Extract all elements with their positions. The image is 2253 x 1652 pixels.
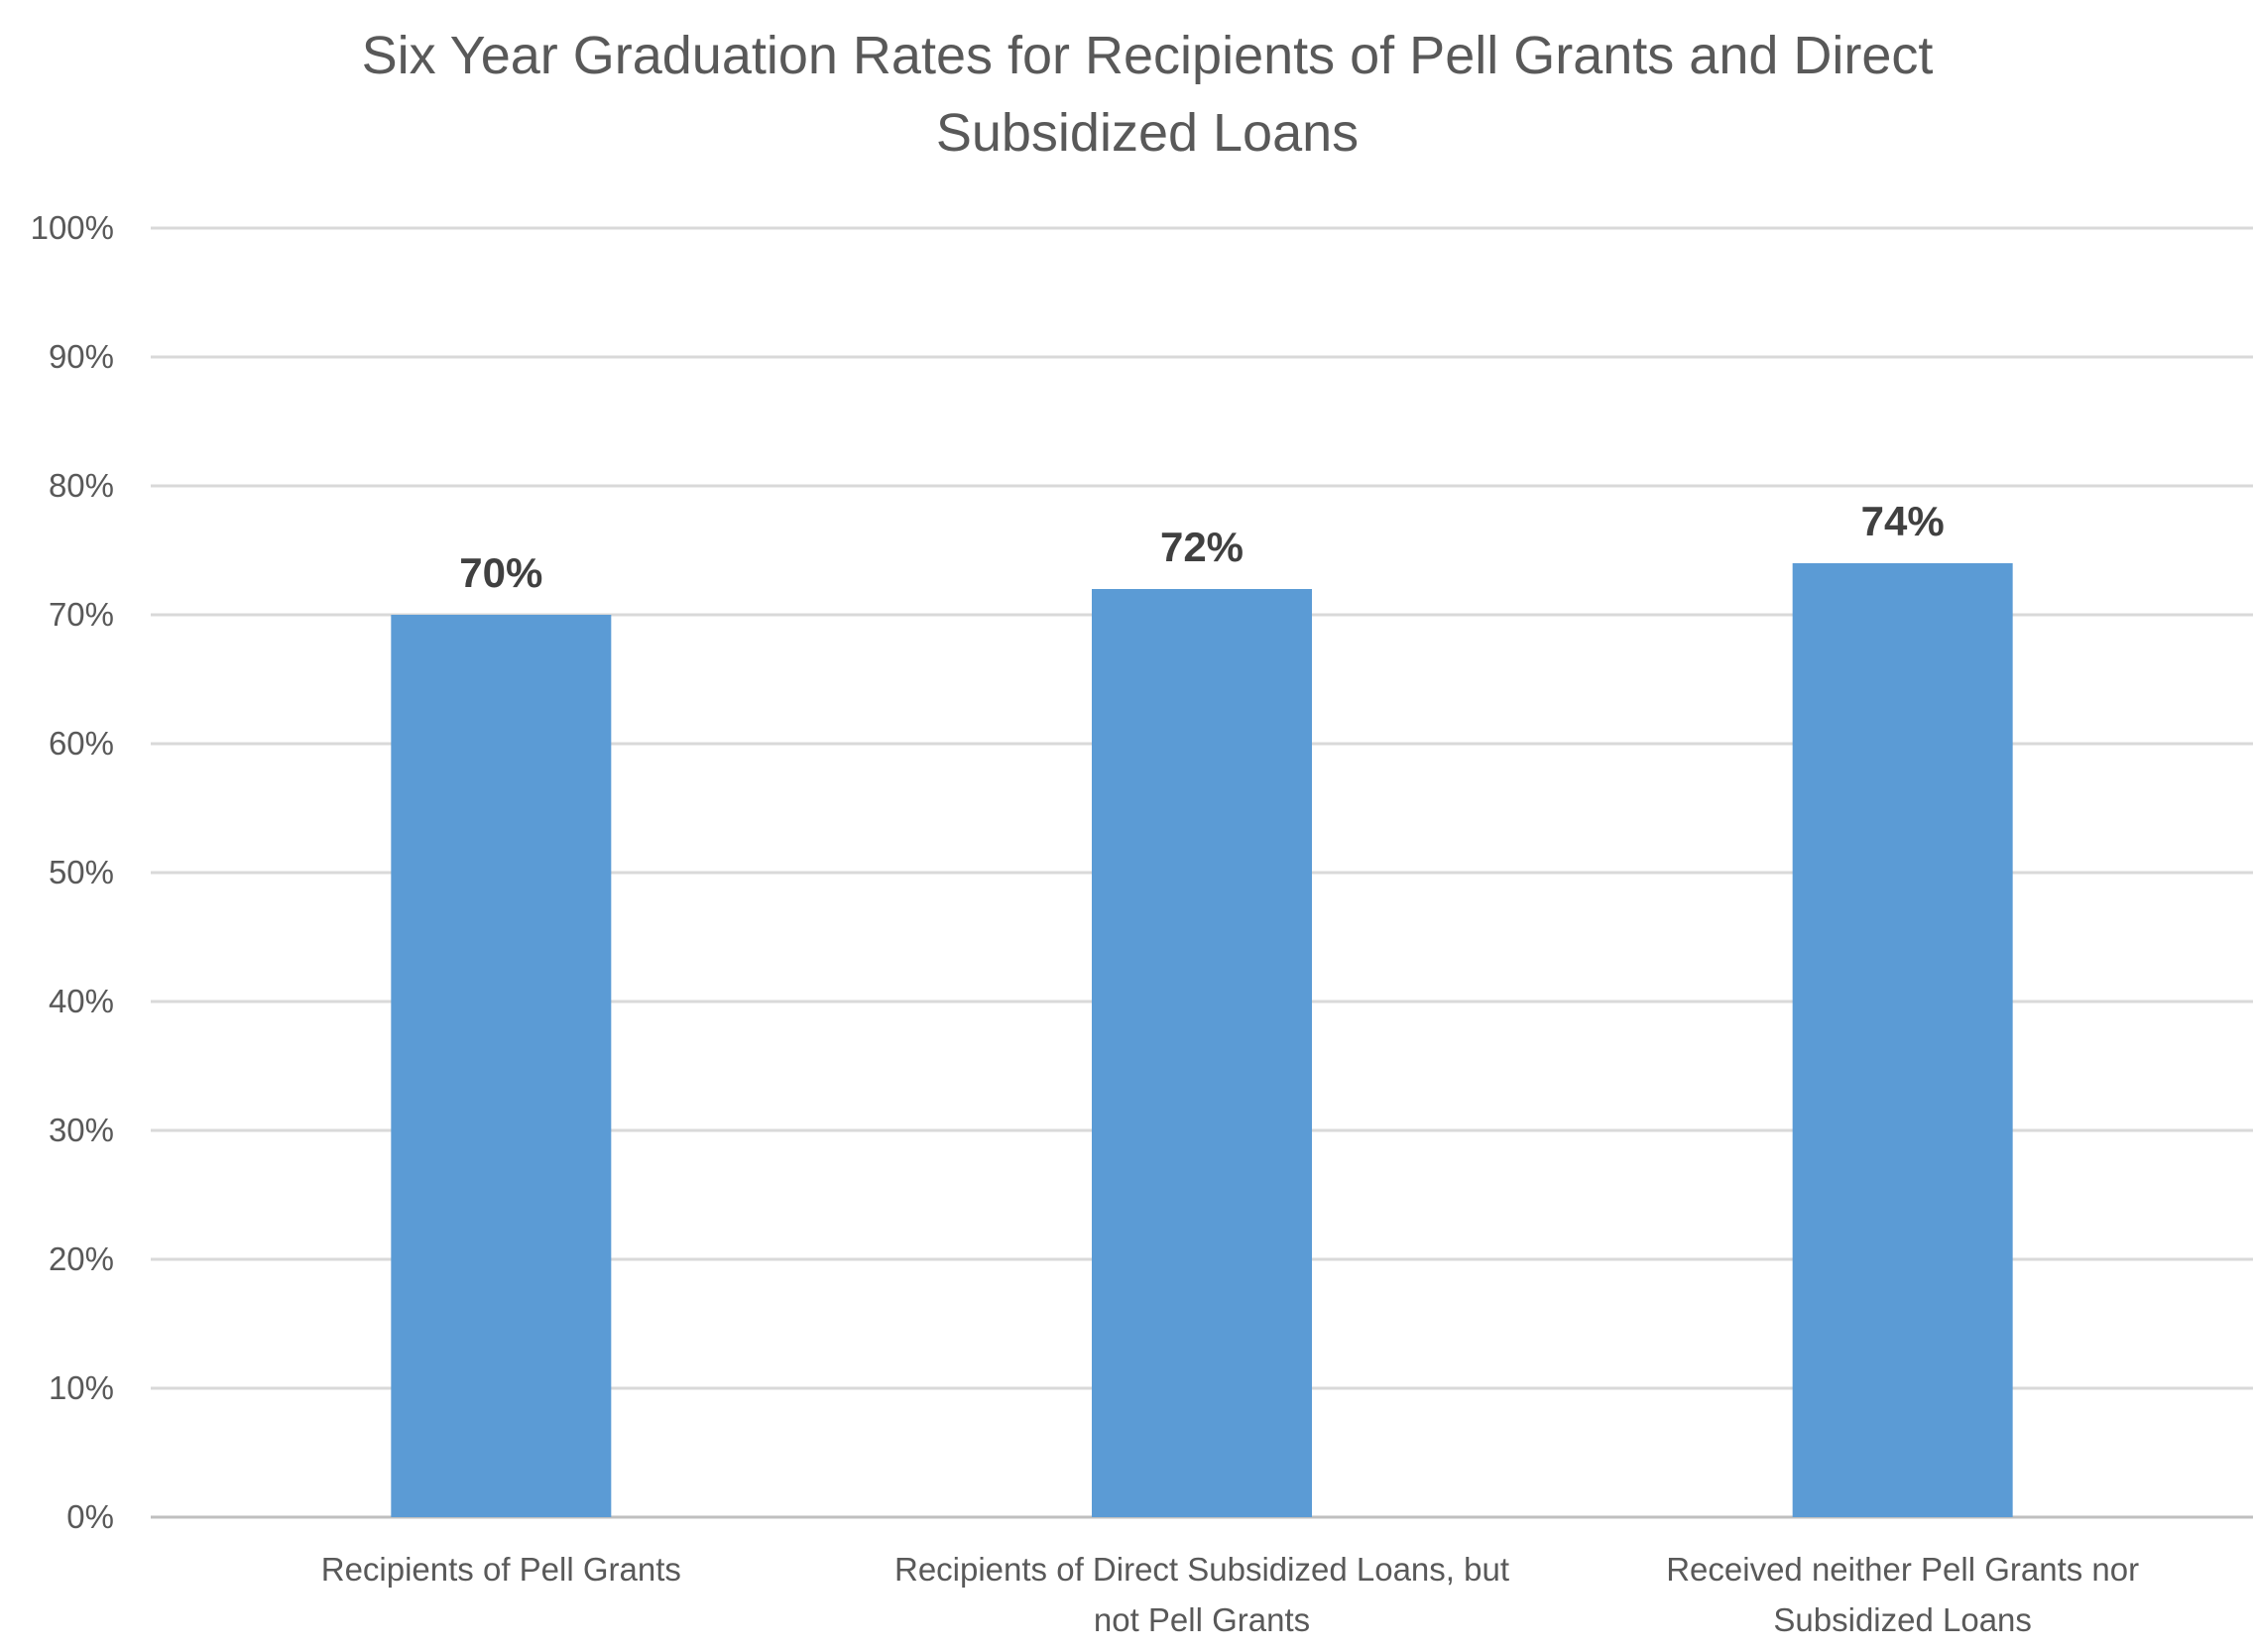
category-label: Recipients of Direct Subsidized Loans, b…	[894, 1551, 1509, 1588]
y-tick-label: 80%	[49, 467, 114, 504]
y-tick-label: 70%	[49, 596, 114, 633]
y-tick-label: 100%	[31, 209, 114, 246]
bar	[391, 615, 612, 1517]
y-tick-label: 60%	[49, 725, 114, 762]
category-label: Recipients of Pell Grants	[321, 1551, 681, 1588]
y-tick-label: 30%	[49, 1112, 114, 1148]
y-tick-label: 90%	[49, 338, 114, 375]
data-label: 70%	[459, 549, 542, 596]
category-label: not Pell Grants	[1094, 1601, 1310, 1638]
chart-title-line-1: Six Year Graduation Rates for Recipients…	[362, 26, 1934, 85]
chart-title-line-2: Subsidized Loans	[936, 103, 1359, 163]
bars	[391, 563, 2013, 1517]
y-tick-label: 40%	[49, 983, 114, 1019]
bar	[1092, 589, 1312, 1517]
x-axis-categories: Recipients of Pell Grants Recipients of D…	[321, 1551, 2139, 1638]
y-tick-label: 20%	[49, 1240, 114, 1277]
bar	[1792, 563, 2013, 1517]
data-label: 72%	[1160, 524, 1244, 570]
y-tick-label: 10%	[49, 1369, 114, 1406]
data-labels: 70% 72% 74%	[459, 498, 1944, 596]
category-label: Subsidized Loans	[1773, 1601, 2032, 1638]
y-tick-label: 50%	[49, 854, 114, 890]
y-tick-label: 0%	[66, 1498, 114, 1535]
category-label: Received neither Pell Grants nor	[1666, 1551, 2139, 1588]
y-axis-ticks: 0% 10% 20% 30% 40% 50% 60% 70% 80% 90% 100%	[31, 209, 114, 1535]
data-label: 74%	[1861, 498, 1945, 544]
